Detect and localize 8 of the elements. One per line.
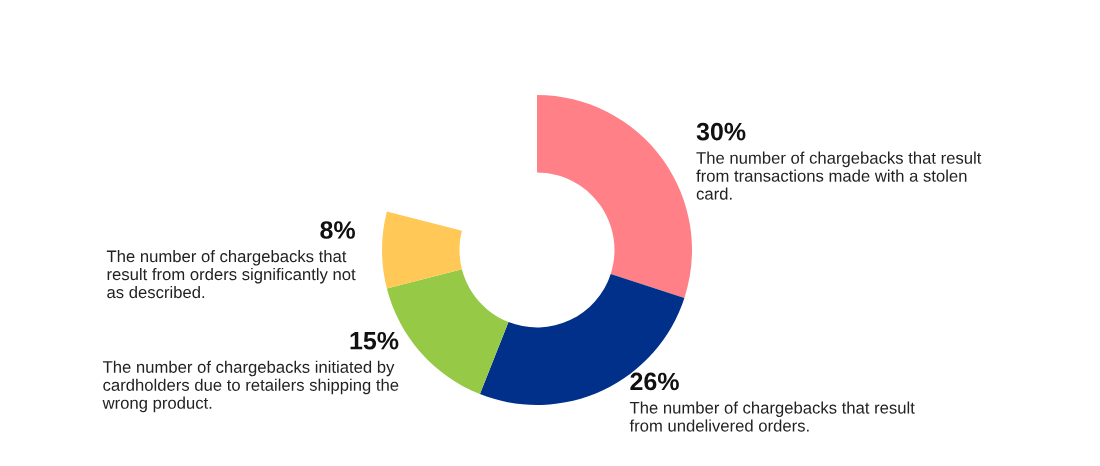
data-label: 30% [696,122,746,141]
data-label: 8% [320,221,355,239]
data-label: 15% [350,331,399,350]
slice-label: The number of chargebacks that result from undelivered orders. [629,401,915,432]
slice-label: The number of chargebacks that result from orders significantly not as described. [106,250,356,299]
data-label: 26% [630,372,679,391]
slice-label: The number of chargebacks initiated by cardholders due to retailers shipping the wrong product. [102,360,399,413]
slice-label: The number of chargebacks that result from transactions made with a stolen card. [696,151,982,200]
